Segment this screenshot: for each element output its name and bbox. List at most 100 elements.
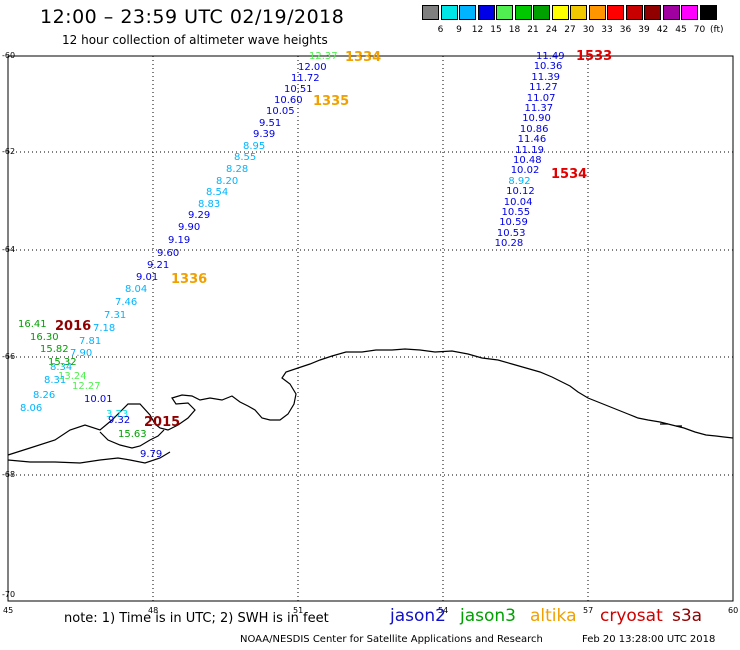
wave-height-value: 11.37 <box>524 103 554 114</box>
wave-height-value: 9.60 <box>157 248 180 259</box>
pass-time-label: 2015 <box>144 415 181 430</box>
wave-height-value: 10.51 <box>284 84 313 95</box>
wave-height-value: 10.04 <box>503 196 533 208</box>
wave-height-value: 9.01 <box>136 272 159 283</box>
satellite-legend-entry: jason3 <box>460 606 516 626</box>
wave-height-value: 7.18 <box>93 323 116 334</box>
color-scale-tick-label: 6 <box>437 25 444 35</box>
color-scale-tick-label: 12 <box>471 25 484 35</box>
wave-height-value: 15.32 <box>48 357 77 368</box>
wave-height-value: 10.12 <box>506 186 535 198</box>
color-scale-swatch <box>588 5 606 20</box>
wave-height-value: 8.95 <box>243 141 266 152</box>
wave-height-value: 8.55 <box>234 152 257 163</box>
latitude-label: -68 <box>2 470 16 479</box>
latitude-label: -70 <box>2 590 16 599</box>
satellite-legend-entry: cryosat <box>600 606 663 626</box>
color-scale-tick-label: 42 <box>656 25 669 35</box>
color-scale-swatch <box>607 5 624 20</box>
wave-height-value: 9.39 <box>253 129 276 140</box>
color-scale-tick-label: 27 <box>564 25 576 35</box>
wave-height-value: 12.27 <box>72 381 101 392</box>
color-scale-swatch <box>496 5 513 20</box>
wave-height-value: 11.39 <box>531 71 561 83</box>
wave-height-value: 8.28 <box>226 164 249 175</box>
color-scale-swatch <box>533 5 550 20</box>
wave-height-value: 12.37 <box>309 51 338 62</box>
color-scale-tick-label: 15 <box>490 25 502 35</box>
longitude-label: 57 <box>583 606 594 615</box>
satellite-legend-entry: jason2 <box>390 606 446 626</box>
wave-height-value: 8.83 <box>198 199 221 210</box>
wave-height-value: 8.20 <box>216 176 239 187</box>
wave-height-value: 8.31 <box>44 375 67 386</box>
color-scale-swatch <box>681 5 698 20</box>
latitude-label: -62 <box>2 147 16 156</box>
wave-height-value: 11.46 <box>517 134 547 146</box>
footnote: note: 1) Time is in UTC; 2) SWH is in fe… <box>64 611 329 626</box>
color-scale-tick-label: 30 <box>582 25 595 35</box>
wave-height-value: 9.51 <box>259 118 282 129</box>
page-title: 12:00 – 23:59 UTC 02/19/2018 <box>40 6 345 28</box>
color-scale-swatch <box>477 5 495 20</box>
color-scale-tick-label: 24 <box>545 25 558 35</box>
color-scale-swatch <box>570 5 587 20</box>
wave-height-value: 16.30 <box>30 332 59 343</box>
wave-height-value: 9.32 <box>108 415 131 426</box>
wave-height-value: 3.73 <box>106 409 129 420</box>
color-scale-swatch <box>662 5 680 20</box>
color-scale-swatch <box>644 5 661 20</box>
wave-height-value: 12.00 <box>298 62 327 73</box>
color-scale-tick-label: 70 <box>693 25 706 35</box>
latitude-label: -66 <box>2 352 16 361</box>
coastline-bay <box>99 429 165 449</box>
color-scale-swatch <box>459 5 476 20</box>
color-scale-tick-label: 39 <box>638 25 650 35</box>
color-scale-swatch <box>514 5 532 20</box>
wave-height-value: 10.36 <box>533 61 563 73</box>
coastline <box>7 348 734 456</box>
color-scale-swatch <box>551 5 569 20</box>
wave-height-value: 10.48 <box>513 155 542 166</box>
page-subtitle: 12 hour collection of altimeter wave hei… <box>62 33 328 47</box>
wave-height-value: 7.90 <box>70 348 93 359</box>
pass-time-label: 1533 <box>576 49 613 64</box>
color-scale-swatch <box>699 5 717 20</box>
longitude-label: 51 <box>293 606 304 615</box>
wave-height-value: 10.53 <box>496 227 526 239</box>
pass-time-label: 1336 <box>171 272 208 287</box>
pass-time-label: 1335 <box>313 94 350 109</box>
generated-timestamp: Feb 20 13:28:00 UTC 2018 <box>582 634 716 645</box>
wave-height-value: 11.07 <box>526 92 556 104</box>
satellite-legend-entry: s3a <box>672 606 703 626</box>
wave-height-value: 9.29 <box>188 210 211 221</box>
map-frame <box>7 55 734 602</box>
wave-height-value: 10.05 <box>266 106 295 117</box>
latitude-label: -64 <box>2 245 16 254</box>
ice-tongue <box>660 423 682 427</box>
pass-time-label: 1334 <box>345 50 382 65</box>
wave-height-value: 10.28 <box>494 238 524 250</box>
wave-height-value: 16.41 <box>18 319 47 330</box>
longitude-label: 60 <box>728 606 739 615</box>
color-scale-tick-label: 18 <box>508 25 521 35</box>
wave-height-value: 9.90 <box>178 222 201 233</box>
wave-height-value: 7.46 <box>115 297 138 308</box>
wave-height-value: 10.02 <box>510 165 540 177</box>
color-scale-swatch <box>625 5 643 20</box>
map-grid <box>8 56 733 601</box>
color-scale-tick-label: 36 <box>619 25 632 35</box>
pass-time-label: 1534 <box>551 167 588 182</box>
wave-height-value: 8.04 <box>125 284 148 295</box>
color-scale-swatch <box>440 5 458 20</box>
wave-height-value: 11.19 <box>515 144 544 156</box>
wave-height-value: 15.63 <box>118 429 147 440</box>
wave-height-value: 8.26 <box>33 390 56 401</box>
coastline-south <box>7 451 171 464</box>
longitude-label: 54 <box>438 606 449 615</box>
wave-height-value: 10.59 <box>499 217 528 229</box>
wave-height-value: 7.81 <box>79 336 102 347</box>
wave-height-value: 10.86 <box>519 123 549 135</box>
longitude-label: 45 <box>3 606 14 615</box>
